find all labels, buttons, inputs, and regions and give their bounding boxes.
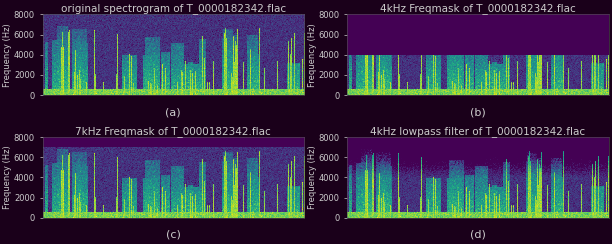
Y-axis label: Frequency (Hz): Frequency (Hz)	[308, 23, 317, 87]
Title: 4kHz Freqmask of T_0000182342.flac: 4kHz Freqmask of T_0000182342.flac	[380, 3, 576, 14]
Y-axis label: Frequency (Hz): Frequency (Hz)	[4, 145, 12, 209]
Y-axis label: Frequency (Hz): Frequency (Hz)	[308, 145, 317, 209]
Title: 7kHz Freqmask of T_0000182342.flac: 7kHz Freqmask of T_0000182342.flac	[75, 126, 271, 137]
Title: original spectrogram of T_0000182342.flac: original spectrogram of T_0000182342.fla…	[61, 3, 286, 14]
Text: (b): (b)	[470, 107, 486, 117]
Title: 4kHz lowpass filter of T_0000182342.flac: 4kHz lowpass filter of T_0000182342.flac	[370, 126, 586, 137]
Text: (a): (a)	[165, 107, 181, 117]
Y-axis label: Frequency (Hz): Frequency (Hz)	[4, 23, 12, 87]
Text: (d): (d)	[470, 230, 486, 240]
Text: (c): (c)	[166, 230, 181, 240]
